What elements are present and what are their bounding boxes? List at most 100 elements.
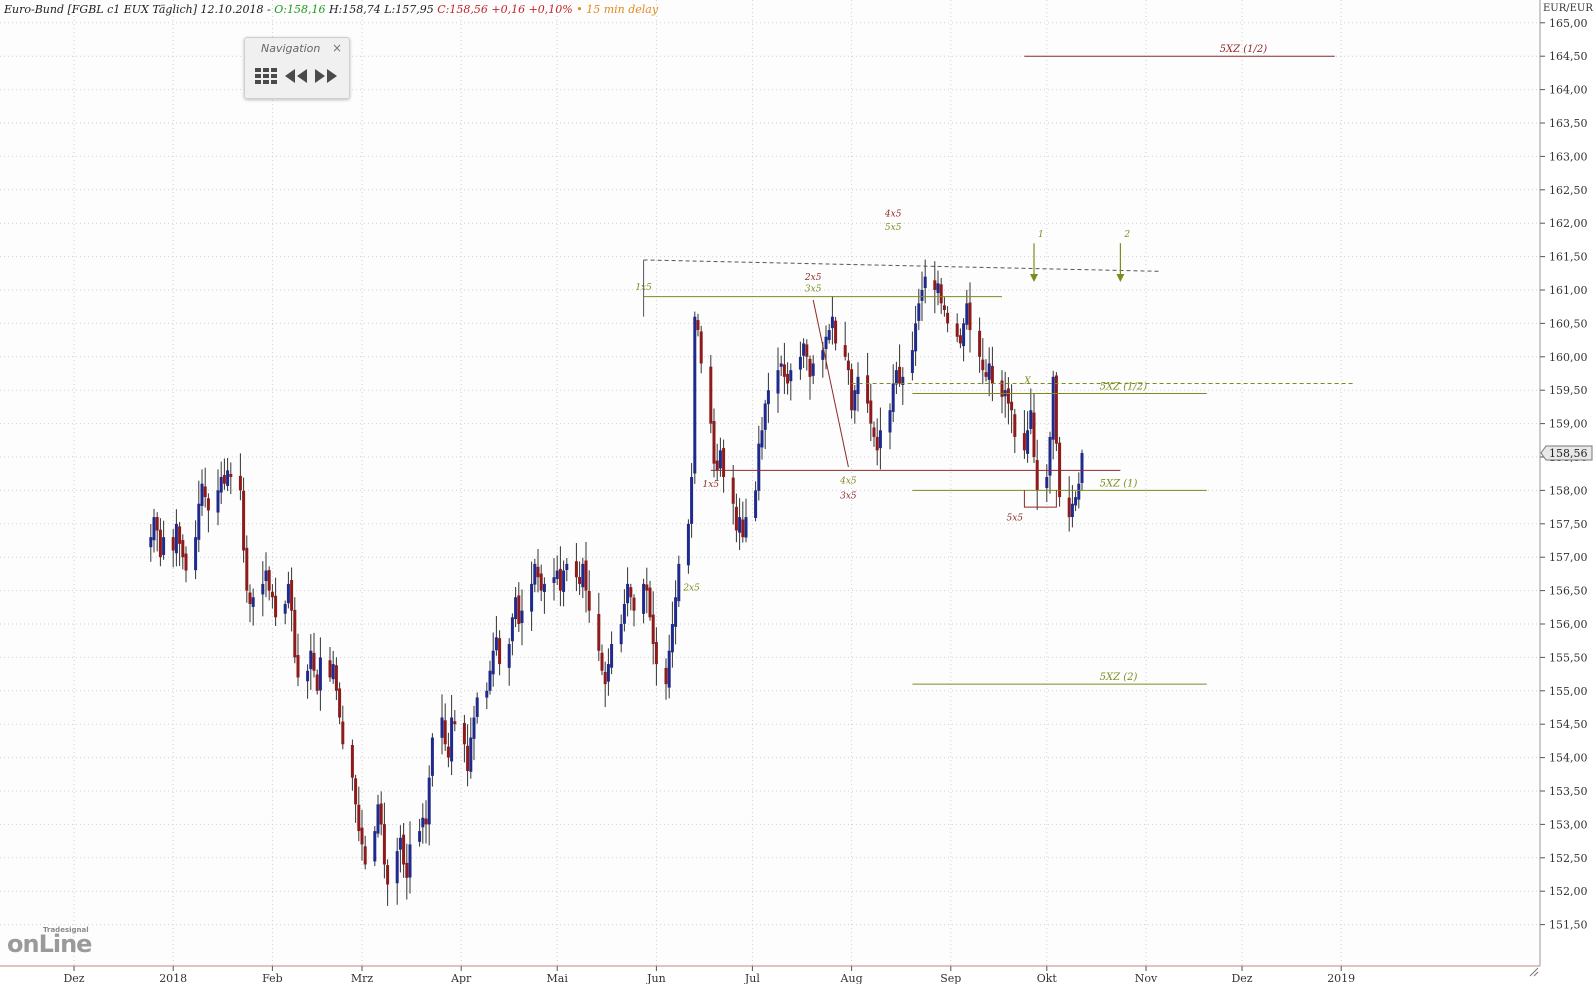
candle-body: [1077, 483, 1081, 500]
candle-body: [642, 583, 646, 614]
candle: [338, 682, 342, 725]
candle-body: [290, 579, 294, 611]
candle-body: [834, 320, 838, 344]
candle-body: [184, 553, 188, 571]
candle: [318, 637, 322, 711]
candle-body: [261, 583, 265, 595]
candle-body: [357, 804, 361, 832]
candle: [626, 567, 630, 617]
candle-body: [155, 517, 159, 531]
candle-body: [286, 583, 290, 604]
candle: [181, 534, 185, 570]
candle: [1054, 372, 1058, 452]
candle-body: [171, 537, 175, 551]
candle: [722, 439, 726, 493]
candle: [565, 558, 569, 582]
fast-forward-button[interactable]: [313, 64, 339, 88]
candle: [1029, 388, 1033, 435]
candle-body: [606, 664, 610, 682]
wave-label: 2x5: [682, 584, 700, 594]
candle-body: [507, 644, 511, 668]
candle-body: [978, 330, 982, 357]
fast-forward-icon: [315, 69, 337, 83]
candle: [891, 364, 895, 423]
candle-body: [651, 614, 655, 645]
candle-body: [418, 831, 422, 842]
candle: [597, 592, 601, 661]
y-tick-label: 154,00: [1549, 752, 1588, 765]
candle-body: [984, 372, 988, 377]
y-axis-panel: [1541, 0, 1594, 984]
candle-body: [824, 336, 828, 350]
y-tick-label: 159,50: [1549, 384, 1588, 397]
y-tick-label: 162,50: [1549, 184, 1588, 197]
candle: [808, 355, 812, 400]
candle-body: [632, 597, 636, 611]
x-tick-label: Sep: [940, 972, 961, 984]
candle-body: [686, 523, 690, 566]
candle: [229, 462, 233, 495]
candle: [363, 835, 367, 870]
candle: [357, 786, 361, 842]
candle: [1070, 485, 1074, 528]
candle-body: [578, 577, 582, 584]
candle: [446, 732, 450, 768]
candle-body: [850, 369, 854, 411]
candle-body: [760, 430, 764, 448]
candle-body: [1074, 497, 1078, 506]
rewind-button[interactable]: [283, 64, 309, 88]
candle-body: [498, 638, 502, 665]
candle-body: [626, 583, 630, 604]
candle: [744, 498, 748, 543]
candle: [1058, 436, 1062, 507]
candle: [408, 821, 412, 894]
x-tick-label: Mrz: [351, 972, 374, 984]
candle-body: [786, 373, 790, 384]
candle-body: [485, 690, 489, 698]
candle-body: [722, 448, 726, 478]
grid-button[interactable]: [253, 64, 279, 88]
wave-label: 1x5: [703, 480, 720, 490]
candle-body: [558, 568, 562, 591]
candle: [1010, 384, 1014, 434]
candle: [843, 321, 847, 361]
navigation-panel[interactable]: Navigation ×: [244, 37, 350, 99]
candle: [514, 587, 518, 628]
candle: [245, 535, 249, 603]
candle-body: [808, 358, 812, 377]
candle: [261, 561, 265, 617]
candle-body: [363, 846, 367, 865]
candle-body: [757, 443, 761, 491]
candles: [149, 259, 1084, 906]
candle: [440, 694, 444, 755]
candle-body: [619, 624, 623, 645]
candle: [155, 512, 159, 552]
x-axis: Dez 2018 Feb Mrz Apr Mai Jun Jul Aug Sep Okt Nov Dez…: [63, 966, 1355, 985]
candle: [958, 328, 962, 349]
candle-body: [462, 722, 466, 745]
close-icon[interactable]: ×: [331, 41, 342, 55]
candle-body: [152, 517, 156, 541]
candle-body: [229, 473, 233, 478]
candle: [968, 282, 972, 353]
candle-body: [376, 804, 380, 834]
candle: [309, 634, 313, 690]
candle-body: [581, 563, 585, 588]
candle: [226, 457, 230, 492]
wave-label: X: [1023, 377, 1031, 387]
candle-body: [1035, 460, 1039, 491]
x-tick-label: Dez: [1231, 972, 1252, 984]
candle: [690, 463, 694, 538]
candle-body: [731, 477, 735, 504]
candle-body: [328, 660, 332, 678]
y-tick-label: 162,00: [1549, 217, 1588, 230]
candle-body: [878, 430, 882, 449]
candle-body: [936, 283, 940, 294]
candle-body: [1010, 401, 1014, 411]
candle: [354, 774, 358, 823]
candle-body: [1051, 376, 1055, 440]
candle: [517, 582, 521, 632]
y-tick-label: 154,50: [1549, 718, 1588, 731]
candle: [466, 724, 470, 787]
